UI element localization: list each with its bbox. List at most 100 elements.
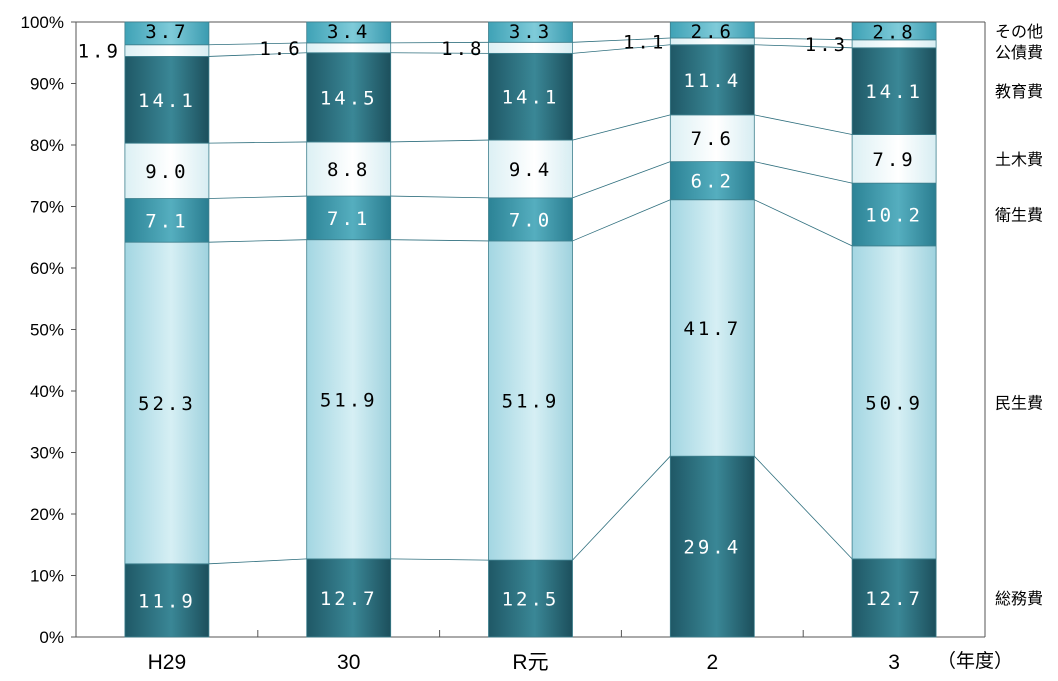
value-label-c-30: 3.4 xyxy=(327,21,370,43)
bar-segment-c-30 xyxy=(306,239,392,560)
x-category-label: R元 xyxy=(512,651,548,674)
bar-segment-c-2 xyxy=(669,455,755,638)
x-category-label: 2 xyxy=(706,651,718,674)
connector-line-c-3 xyxy=(754,161,853,184)
connector-line-c-1 xyxy=(390,239,489,242)
bar-segment-c-r xyxy=(488,41,573,54)
connector-line-c-2 xyxy=(572,37,671,43)
bar-segment-c-h29 xyxy=(124,198,210,243)
bar-segment-c-30 xyxy=(306,52,392,143)
connector-line-c-0 xyxy=(208,195,307,199)
bar-segment-c-2 xyxy=(669,114,755,163)
legend-item-c: 教育費 xyxy=(995,82,1043,101)
value-label-c-2: 29.4 xyxy=(683,537,741,559)
connector-line-c-0 xyxy=(208,141,307,144)
value-label-c-h29: 14.1 xyxy=(138,90,196,112)
bar-segment-c-h29 xyxy=(124,21,210,46)
connector-line-c-3 xyxy=(754,44,853,49)
legend-item-c: 総務費 xyxy=(995,589,1043,608)
value-label-c-r: 9.4 xyxy=(509,159,552,181)
bar-segment-c-3 xyxy=(851,558,937,638)
x-category-label: 30 xyxy=(337,651,360,674)
bar-segment-c-30 xyxy=(306,42,392,54)
y-tick-label: 20% xyxy=(30,505,64,524)
value-label-c-3: 1.3 xyxy=(805,34,848,56)
value-label-c-r: 14.1 xyxy=(502,87,560,109)
y-tick-label: 100% xyxy=(21,13,64,32)
connector-line-c-3 xyxy=(754,37,853,41)
value-label-c-30: 12.7 xyxy=(320,588,378,610)
value-label-c-h29: 52.3 xyxy=(138,393,196,415)
value-label-c-h29: 3.7 xyxy=(145,21,188,43)
bar-segment-c-h29 xyxy=(124,563,210,638)
connector-line-c-0 xyxy=(208,239,307,243)
value-label-c-h29: 11.9 xyxy=(138,590,196,612)
connector-line-c-2 xyxy=(572,114,671,141)
connector-line-c-0 xyxy=(208,42,307,46)
bar-segment-c-r xyxy=(488,559,573,638)
y-tick-label: 90% xyxy=(30,75,64,94)
connector-line-c-2 xyxy=(572,199,671,242)
value-label-c-h29: 9.0 xyxy=(145,161,188,183)
connector-line-c-0 xyxy=(208,558,307,565)
value-label-c-2: 41.7 xyxy=(683,318,741,340)
value-label-c-h29: 1.9 xyxy=(78,41,121,63)
bar-segment-c-r xyxy=(488,139,573,199)
connector-line-c-3 xyxy=(754,199,853,247)
value-label-c-r: 3.3 xyxy=(509,21,552,43)
value-label-c-r: 51.9 xyxy=(502,391,560,413)
connector-line-c-2 xyxy=(572,161,671,199)
y-tick-label: 70% xyxy=(30,198,64,217)
value-label-c-30: 14.5 xyxy=(320,87,378,109)
y-tick-label: 30% xyxy=(30,444,64,463)
connector-line-c-0 xyxy=(208,52,307,57)
bar-segment-c-h29 xyxy=(124,44,210,57)
value-label-c-2: 6.2 xyxy=(691,171,734,193)
value-label-c-r: 12.5 xyxy=(502,589,560,611)
x-category-label: H29 xyxy=(148,651,187,674)
y-tick-label: 60% xyxy=(30,259,64,278)
bar-segment-c-r xyxy=(488,21,573,43)
y-tick-label: 40% xyxy=(30,382,64,401)
bar-segment-c-2 xyxy=(669,44,755,116)
connector-line-c-2 xyxy=(572,44,671,54)
bar-segment-c-h29 xyxy=(124,56,210,144)
x-category-label: 3 xyxy=(888,651,900,674)
value-label-c-30: 8.8 xyxy=(327,159,370,181)
bar-segment-c-h29 xyxy=(124,142,210,199)
value-label-c-3: 2.8 xyxy=(872,22,915,44)
value-label-c-3: 7.9 xyxy=(872,149,915,171)
value-label-c-3: 14.1 xyxy=(865,81,923,103)
value-label-c-30: 51.9 xyxy=(320,389,378,411)
value-label-c-2: 11.4 xyxy=(683,70,741,92)
connector-line-c-1 xyxy=(390,139,489,143)
legend-item-c: 衛生費 xyxy=(995,205,1043,224)
y-tick-label: 80% xyxy=(30,136,64,155)
bar-segment-c-30 xyxy=(306,141,392,197)
bar-segment-c-h29 xyxy=(124,241,210,565)
bar-segment-c-2 xyxy=(669,199,755,457)
value-label-c-2: 2.6 xyxy=(691,21,734,43)
value-label-c-r: 1.8 xyxy=(441,38,484,60)
connector-line-c-1 xyxy=(390,41,489,44)
connector-line-c-3 xyxy=(754,114,853,135)
bar-segment-c-30 xyxy=(306,21,392,44)
bar-segment-c-3 xyxy=(851,134,937,184)
y-tick-label: 0% xyxy=(39,628,64,647)
bar-segment-c-r xyxy=(488,240,573,561)
bar-segment-c-30 xyxy=(306,558,392,638)
legend-item-c: その他 xyxy=(995,22,1043,41)
value-label-c-3: 12.7 xyxy=(865,588,923,610)
bar-segment-c-3 xyxy=(851,245,937,560)
value-label-c-2: 7.6 xyxy=(691,128,734,150)
legend-item-c: 公債費 xyxy=(995,43,1043,62)
value-label-c-30: 7.1 xyxy=(327,208,370,230)
bar-segment-c-2 xyxy=(669,21,755,39)
value-label-c-3: 50.9 xyxy=(865,392,923,414)
connector-line-c-1 xyxy=(390,195,489,199)
y-tick-label: 10% xyxy=(30,567,64,586)
value-label-c-r: 7.0 xyxy=(509,209,552,231)
connector-line-c-1 xyxy=(390,558,489,561)
